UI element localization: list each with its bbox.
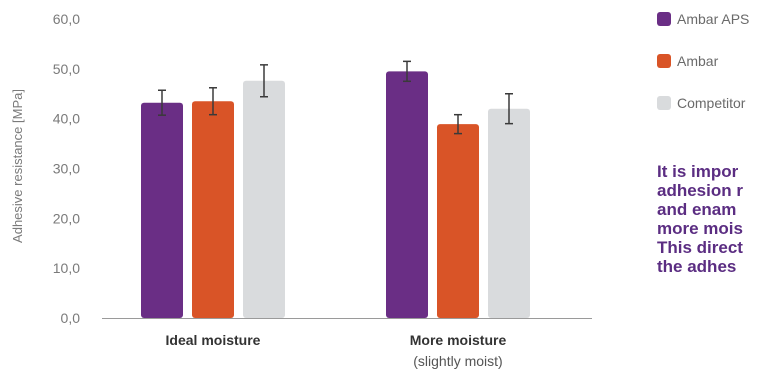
legend-item-competitor: Competitor <box>657 94 749 112</box>
side-description-line: adhesion r <box>657 181 743 200</box>
y-tick-label: 50,0 <box>53 61 80 77</box>
category-label: Ideal moisture <box>166 332 261 348</box>
legend-label-competitor: Competitor <box>677 95 746 111</box>
legend-swatch-ambar-aps <box>657 12 671 26</box>
side-description-line: more mois <box>657 219 743 238</box>
y-tick-label: 10,0 <box>53 260 80 276</box>
bar <box>488 108 530 318</box>
y-axis-title: Adhesive resistance [MPa] <box>10 89 25 243</box>
y-tick-label: 30,0 <box>53 161 80 177</box>
y-tick-label: 60,0 <box>53 11 80 27</box>
side-description-line: and enam <box>657 200 737 219</box>
bar <box>386 71 428 318</box>
side-description-line: It is impor <box>657 162 739 181</box>
legend-swatch-competitor <box>657 96 671 110</box>
side-description: It is impor adhesion r and enam more moi… <box>657 162 771 276</box>
legend-swatch-ambar <box>657 54 671 68</box>
y-axis-ticks: 0,0 10,0 20,0 30,0 40,0 50,0 60,0 <box>53 11 80 326</box>
side-description-line: This direct <box>657 238 743 257</box>
legend-item-ambar-aps: Ambar APS <box>657 10 749 28</box>
bar <box>141 102 183 318</box>
bar-series <box>141 60 530 318</box>
legend: Ambar APS Ambar Competitor <box>657 10 749 136</box>
y-tick-label: 20,0 <box>53 210 80 226</box>
y-tick-label: 0,0 <box>61 310 81 326</box>
legend-label-ambar-aps: Ambar APS <box>677 11 750 27</box>
x-axis-labels: Ideal moisture More moisture (slightly moi… <box>166 332 507 369</box>
category-sublabel: (slightly moist) <box>413 353 502 369</box>
bar <box>243 80 285 318</box>
side-description-line: the adhes <box>657 257 737 276</box>
y-tick-label: 40,0 <box>53 111 80 127</box>
legend-item-ambar: Ambar <box>657 52 749 70</box>
legend-label-ambar: Ambar <box>677 53 719 69</box>
bar <box>192 101 234 318</box>
bar <box>437 124 479 318</box>
category-label: More moisture <box>410 332 507 348</box>
